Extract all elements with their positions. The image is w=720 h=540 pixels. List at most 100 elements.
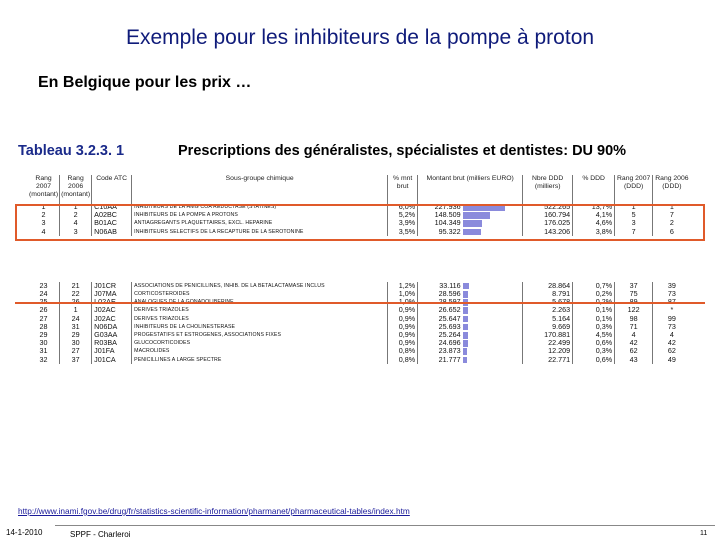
cell-rank-2006-amount: 1 — [59, 203, 92, 212]
cell-amount-bar — [462, 203, 523, 211]
header-rank-2006-ddd: Rang 2006 (DDD) — [652, 175, 691, 203]
cell-rank-2007-ddd: 42 — [614, 339, 653, 348]
cell-amount-bar — [462, 339, 523, 347]
cell-rank-2007-amount: 23 — [39, 281, 48, 290]
footer-date: 14-1-2010 — [6, 528, 43, 537]
cell-ddd-count: 12.209 — [522, 347, 573, 356]
cell-gross-amount: 95.322 — [417, 227, 463, 236]
cell-atc-code: J01CA — [91, 355, 132, 364]
cell-rank-2006-amount: 24 — [59, 314, 92, 323]
cell-amount-bar — [462, 347, 523, 355]
amount-bar-mark — [462, 282, 469, 290]
cell-rank-2007-ddd: 5 — [614, 211, 653, 220]
cell-chemical-subgroup: GLUCOCORTICOIDES — [131, 339, 388, 348]
header-chemical-subgroup: Sous-groupe chimique — [131, 175, 388, 203]
cell-chemical-subgroup: CORTICOSTEROIDES — [131, 290, 388, 299]
cell-gross-amount: 148.509 — [417, 211, 463, 220]
cell-pct-ddd: 3,8% — [572, 227, 615, 236]
cell-pct-amount: 1,2% — [387, 281, 418, 291]
cell-pct-amount: 0,9% — [387, 339, 418, 348]
slide-title: Exemple pour les inhibiteurs de la pompe… — [125, 26, 595, 49]
table-row: 29 29 G03AA PROGESTATIFS ET ESTROGENES, ASS… — [28, 331, 691, 340]
cell-pct-ddd: 0,1% — [572, 314, 615, 323]
cell-pct-ddd: 0,1% — [572, 306, 615, 315]
cell-ddd-count: 9.669 — [522, 322, 573, 332]
cell-chemical-subgroup: INHIBITEURS DE LA CHOLINESTERASE — [131, 322, 388, 332]
cell-atc-code: B01AC — [91, 219, 132, 228]
highlight-box-top-rows — [15, 204, 705, 241]
cell-pct-ddd: 0,6% — [572, 355, 615, 364]
cell-chemical-subgroup: ANTIAGREGANTS PLAQUETTAIRES, EXCL. HEPAR… — [131, 219, 388, 228]
table-row: 2 2 A02BC INHIBITEURS DE LA POMPE A PROTONS… — [28, 211, 691, 220]
cell-pct-ddd: 0,6% — [572, 339, 615, 348]
cell-rank-2007-amount: 32 — [39, 355, 48, 364]
cell-amount-bar — [462, 356, 523, 364]
cell-rank-2006-ddd: 73 — [652, 322, 691, 332]
table-row: 4 3 N06AB INHIBITEURS SELECTIFS DE LA RECAP… — [28, 227, 691, 236]
amount-bar-mark — [462, 332, 468, 339]
cell-atc-code: J02AC — [91, 306, 132, 315]
cell-rank-2006-ddd: 99 — [652, 314, 691, 323]
amount-bar-mark — [462, 212, 490, 219]
cell-amount-bar — [462, 323, 523, 331]
cell-rank-2007-ddd: 37 — [614, 281, 653, 291]
cell-rank-2006-ddd: 73 — [652, 290, 691, 299]
footer-divider — [55, 525, 715, 526]
cell-amount-bar — [462, 306, 523, 314]
table-row: 27 24 J02AC DERIVES TRIAZOLES 0,9% 25.647 5.16… — [28, 314, 691, 323]
cell-atc-code: G03AA — [91, 331, 132, 340]
table-row: 24 22 J07MA CORTICOSTEROIDES 1,0% 28.596 8.791… — [28, 290, 691, 299]
cell-gross-amount: 21.777 — [417, 355, 463, 364]
cell-ddd-count: 28.864 — [522, 281, 573, 291]
cell-pct-ddd: 0,2% — [572, 290, 615, 299]
cell-pct-amount: 5,2% — [387, 211, 418, 220]
cell-pct-amount: 3,9% — [387, 219, 418, 228]
footer-organization: SPPF - Charleroi — [70, 530, 131, 539]
cell-amount-bar — [462, 331, 523, 339]
cell-rank-2006-ddd: 6 — [652, 227, 691, 236]
header-gross-amount: Montant brut (milliers EURO) — [417, 175, 523, 203]
cell-rank-2006-amount: 21 — [59, 281, 92, 291]
cell-rank-2006-ddd: * — [652, 306, 691, 315]
cell-atc-code: J02AC — [91, 314, 132, 323]
table-row: 32 37 J01CA PENICILLINES A LARGE SPECTRE 0,8… — [28, 355, 691, 364]
table-header-row: Rang 2007 (montant) Rang 2006 (montant) … — [28, 175, 691, 203]
cell-rank-2007-amount: 28 — [39, 322, 48, 331]
cell-rank-2006-amount: 27 — [59, 347, 92, 356]
cell-chemical-subgroup: MACROLIDES — [131, 347, 388, 356]
cell-gross-amount: 24.696 — [417, 339, 463, 348]
table-row: 3 4 B01AC ANTIAGREGANTS PLAQUETTAIRES, EXCL… — [28, 219, 691, 228]
cell-atc-code: J01CR — [91, 281, 132, 291]
cell-rank-2006-amount: 4 — [59, 219, 92, 228]
highlight-line-bottom-rows — [15, 302, 705, 304]
amount-bar-mark — [462, 204, 505, 211]
cell-chemical-subgroup: INHIBITEURS DE LA HMG COA REDUCTASE (STA… — [131, 203, 388, 212]
source-url-link[interactable]: http://www.inami.fgov.be/drug/fr/statist… — [18, 506, 410, 516]
cell-ddd-count: 160.794 — [522, 211, 573, 220]
table-gap — [28, 236, 691, 282]
cell-pct-amount: 3,5% — [387, 227, 418, 236]
cell-gross-amount: 26.652 — [417, 306, 463, 315]
cell-rank-2006-ddd: 4 — [652, 331, 691, 340]
cell-atc-code: C10AA — [91, 203, 132, 212]
cell-amount-bar — [462, 211, 523, 219]
cell-rank-2007-amount: 1 — [41, 203, 46, 211]
slide-subtitle: En Belgique pour les prix … — [38, 74, 252, 91]
cell-chemical-subgroup: DERIVES TRIAZOLES — [131, 306, 388, 315]
cell-rank-2007-ddd: 75 — [614, 290, 653, 299]
table-heading: Prescriptions des généralistes, spéciali… — [178, 143, 627, 159]
amount-bar-mark — [462, 356, 467, 364]
cell-pct-amount: 0,9% — [387, 306, 418, 315]
cell-rank-2006-ddd: 62 — [652, 347, 691, 356]
cell-rank-2007-ddd: 122 — [614, 306, 653, 315]
cell-amount-bar — [462, 282, 523, 290]
cell-chemical-subgroup: DERIVES TRIAZOLES — [131, 314, 388, 323]
cell-gross-amount: 28.596 — [417, 290, 463, 299]
header-pct-ddd: % DDD — [572, 175, 615, 203]
cell-gross-amount: 227.936 — [417, 203, 463, 212]
cell-rank-2007-ddd: 7 — [614, 227, 653, 236]
cell-ddd-count: 22.771 — [522, 355, 573, 364]
cell-ddd-count: 170.881 — [522, 331, 573, 340]
cell-atc-code: J07MA — [91, 290, 132, 299]
cell-pct-ddd: 0,3% — [572, 347, 615, 356]
